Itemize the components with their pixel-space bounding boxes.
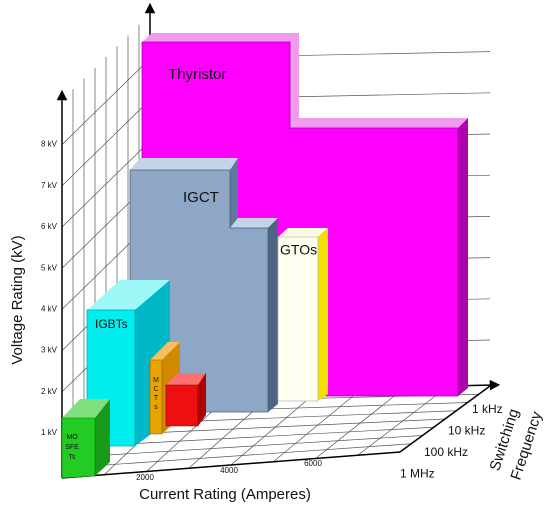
floor-edge (399, 385, 491, 453)
y-tick-label: 6 kV (41, 222, 58, 231)
red-block (165, 373, 206, 427)
device-label: GTOs (280, 242, 317, 258)
x-tick-label: 6000 (304, 459, 322, 468)
device-label: M (153, 377, 159, 384)
z-tick-label: 1 kHz (472, 402, 503, 416)
device-label: Thyristor (168, 66, 226, 83)
device-label: C (153, 386, 158, 393)
y-tick-label: 3 kV (41, 346, 58, 355)
device-label: IGCT (183, 189, 219, 206)
y-tick-label: 5 kV (41, 263, 58, 272)
device-label: T (154, 395, 159, 402)
device-label: Ts (69, 454, 77, 461)
z-tick-label: 10 kHz (448, 424, 485, 438)
y-tick-label: 2 kV (41, 387, 58, 396)
mosfets-block: MO SFE Ts (61, 399, 110, 479)
gtos-block: GTOs (277, 228, 328, 402)
y-tick-label: 1 kV (41, 428, 58, 437)
current-axis (61, 451, 401, 479)
y-tick-label: 8 kV (41, 140, 58, 149)
grid-line (273, 387, 363, 463)
axis-title: Current Rating (Amperes) (139, 486, 311, 503)
y-tick-label: 4 kV (41, 305, 58, 314)
x-tick-label: 2000 (136, 473, 154, 482)
z-tick-label: 100 kHz (424, 445, 468, 459)
grid-line (357, 386, 448, 456)
device-label: SFE (65, 444, 79, 451)
device-label: IGBTs (95, 317, 128, 331)
x-tick-label: 4000 (220, 466, 238, 475)
y-tick-label: 7 kV (41, 181, 58, 190)
device-label: s (154, 404, 158, 411)
z-tick-label: 1 MHz (400, 467, 435, 481)
grid-line (315, 387, 406, 459)
device-label: MO (66, 434, 78, 441)
axis-title: Voltage Rating (kV) (9, 235, 26, 364)
